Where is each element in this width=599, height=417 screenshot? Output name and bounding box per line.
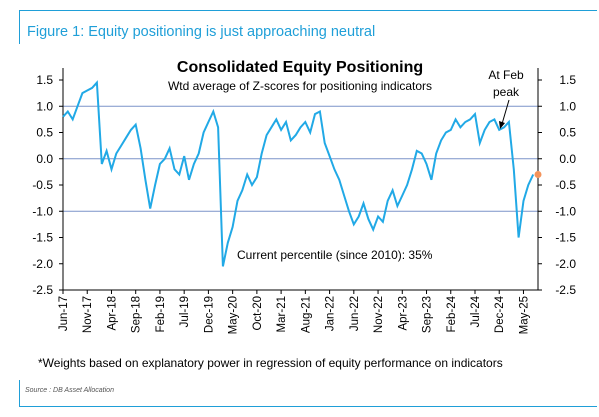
series-line	[62, 80, 535, 267]
x-tick-label-2: Apr-18	[106, 296, 118, 331]
annotation-arrow	[501, 99, 510, 125]
x-tick-label-11: Jan-22	[325, 296, 337, 331]
source-note: Source : DB Asset Allocation	[25, 387, 114, 394]
annotation-feb-peak-line1: At Feb	[488, 68, 524, 82]
x-tick-label-16: Feb-24	[446, 295, 458, 332]
y-axis-left: 1.5 1.0 0.5 0.0 -0.5 -1.0 -1.5 -2.0 -2.5	[32, 73, 63, 297]
x-tick-label-4: Feb-19	[155, 296, 167, 332]
x-tick-label-9: Mar-21	[276, 296, 288, 332]
x-tick-label-18: Dec-24	[494, 295, 506, 333]
x-tick-label-3: Sep-18	[131, 296, 143, 333]
y-tick-label-right-3: 0.0	[559, 152, 576, 166]
annotation-arrowhead	[499, 121, 505, 129]
figure-frame-bottom-left	[19, 380, 20, 406]
x-tick-label-7: May-20	[228, 296, 240, 334]
y-tick-label-left-1: 1.0	[36, 99, 53, 113]
annotation-percentile: Current percentile (since 2010): 35%	[237, 248, 433, 262]
y-tick-label-right-2: 0.5	[559, 126, 576, 140]
x-tick-label-10: Aug-21	[300, 296, 312, 333]
x-tick-label-12: Jun-22	[349, 296, 361, 331]
y-axis-right: 1.5 1.0 0.5 0.0 -0.5 -1.0 -1.5 -2.0 -2.5	[538, 73, 576, 297]
figure-frame-top	[19, 10, 597, 11]
figure-frame-left	[19, 10, 20, 44]
x-tick-label-8: Oct-20	[252, 296, 264, 331]
x-tick-label-0: Jun-17	[58, 296, 70, 331]
chart-title: Consolidated Equity Positioning	[177, 59, 423, 76]
x-tick-label-19: May-25	[518, 296, 530, 334]
y-tick-label-right-1: 1.0	[559, 99, 576, 113]
x-tick-label-1: Nov-17	[82, 296, 94, 333]
x-tick-label-5: Jul-19	[179, 296, 191, 327]
latest-marker	[534, 171, 542, 178]
figure-frame-bottom	[19, 406, 597, 407]
chart-subtitle: Wtd average of Z-scores for positioning …	[168, 79, 432, 93]
y-tick-label-left-0: 1.5	[36, 73, 53, 87]
x-tick-label-6: Dec-19	[203, 296, 215, 333]
y-tick-label-right-8: -2.5	[555, 283, 576, 297]
y-tick-label-left-6: -1.5	[32, 231, 53, 245]
y-tick-label-right-7: -2.0	[555, 257, 576, 271]
x-tick-label-14: Apr-23	[397, 296, 409, 331]
x-tick-label-13: Nov-22	[373, 296, 385, 333]
y-tick-label-right-0: 1.5	[559, 73, 576, 87]
y-tick-label-right-4: -0.5	[555, 178, 576, 192]
figure-title: Figure 1: Equity positioning is just app…	[27, 24, 376, 40]
footnote: *Weights based on explanatory power in r…	[38, 356, 503, 370]
annotation-feb-peak: At Feb peak	[488, 68, 524, 129]
y-tick-label-left-8: -2.5	[32, 283, 53, 297]
x-tick-label-15: Sep-23	[422, 296, 434, 333]
y-tick-label-left-5: -1.0	[32, 204, 53, 218]
y-tick-label-left-7: -2.0	[32, 257, 53, 271]
y-tick-label-left-4: -0.5	[32, 178, 53, 192]
x-tick-label-17: Jul-24	[470, 295, 482, 327]
y-tick-label-right-5: -1.0	[555, 204, 576, 218]
annotation-feb-peak-line2: peak	[493, 85, 520, 99]
y-tick-label-right-6: -1.5	[555, 231, 576, 245]
axes	[62, 68, 539, 291]
y-tick-label-left-2: 0.5	[36, 126, 53, 140]
x-axis: Jun-17 Nov-17 Apr-18 Sep-18 Feb-19 Jul-19 Dec-…	[58, 290, 530, 334]
y-tick-label-left-3: 0.0	[36, 152, 53, 166]
